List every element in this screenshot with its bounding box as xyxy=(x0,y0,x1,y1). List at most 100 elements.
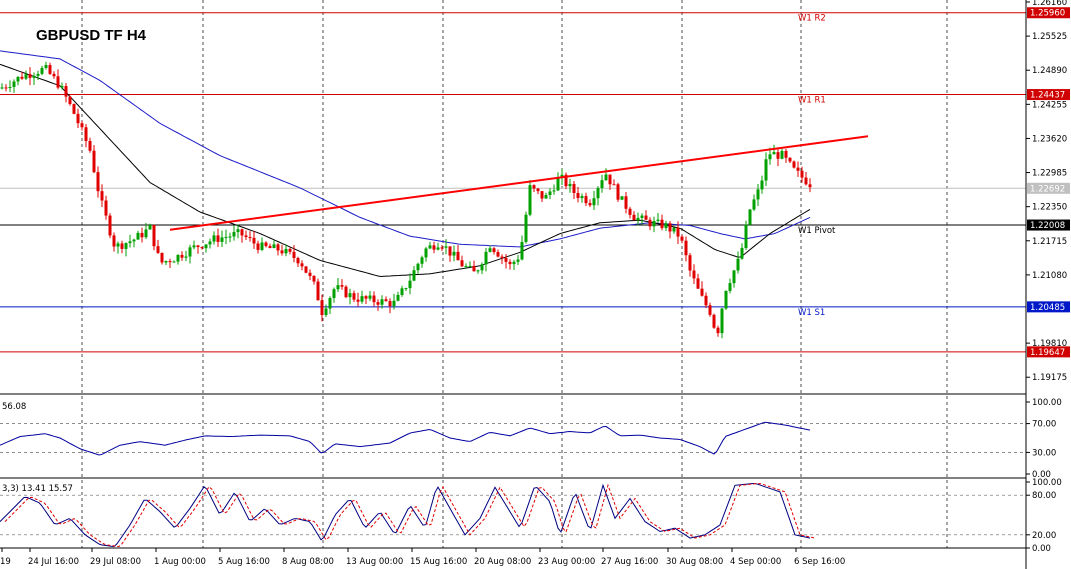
candle-body-45 xyxy=(180,254,184,258)
candle-body-126 xyxy=(504,258,508,262)
candle-body-152 xyxy=(608,174,612,185)
candle-body-200 xyxy=(800,170,804,178)
candle-body-129 xyxy=(516,259,520,262)
candle-body-164 xyxy=(656,219,660,222)
candle-body-44 xyxy=(176,254,180,262)
candle-body-15 xyxy=(60,86,64,88)
candle-body-178 xyxy=(712,314,716,328)
rsi-tick-label-2: 30.00 xyxy=(1032,448,1056,458)
candle-body-68 xyxy=(272,244,276,249)
candle-body-25 xyxy=(100,191,104,201)
candle-body-36 xyxy=(144,229,148,238)
price-tick-label-4: 1.23620 xyxy=(1032,134,1067,144)
candle-body-189 xyxy=(756,189,760,200)
candle-body-106 xyxy=(424,248,428,258)
candle-body-71 xyxy=(284,248,288,254)
candle-body-109 xyxy=(436,247,440,250)
candle-body-188 xyxy=(752,199,756,210)
candle-body-186 xyxy=(744,224,748,249)
price-tick-label-6: 1.22350 xyxy=(1032,203,1067,213)
candle-body-29 xyxy=(116,243,120,247)
candle-body-169 xyxy=(676,227,680,237)
candle-body-40 xyxy=(160,252,164,263)
candle-body-81 xyxy=(324,308,328,316)
candle-body-22 xyxy=(88,140,92,151)
stoch-value-label: 3,3) 13.41 15.57 xyxy=(2,484,73,494)
candle-body-4 xyxy=(16,76,20,82)
price-tick-label-7: 1.21715 xyxy=(1032,237,1067,247)
candle-body-160 xyxy=(640,215,644,218)
candle-body-61 xyxy=(244,235,248,238)
candle-body-48 xyxy=(192,245,196,248)
candle-body-77 xyxy=(308,272,312,276)
candle-body-104 xyxy=(416,263,420,271)
rsi-tick-label-1: 70.00 xyxy=(1032,420,1056,430)
candle-body-27 xyxy=(108,215,112,236)
candle-body-59 xyxy=(236,229,240,233)
candle-body-16 xyxy=(64,86,68,97)
candle-body-64 xyxy=(256,243,260,250)
candle-body-131 xyxy=(524,214,528,242)
candle-body-179 xyxy=(716,327,720,334)
time-label-10: 27 Aug 16:00 xyxy=(601,557,658,567)
candle-body-75 xyxy=(300,263,304,267)
candle-body-182 xyxy=(728,283,732,291)
candle-body-143 xyxy=(572,183,576,193)
candle-body-132 xyxy=(528,185,532,215)
candle-body-184 xyxy=(736,258,740,271)
candle-body-107 xyxy=(428,245,432,249)
time-label-2: 29 Jul 08:00 xyxy=(90,557,141,567)
candle-body-24 xyxy=(96,172,100,192)
candle-body-85 xyxy=(340,285,344,287)
time-label-1: 24 Jul 16:00 xyxy=(28,557,79,567)
level-price-box-4 xyxy=(1027,346,1070,358)
candle-body-32 xyxy=(128,241,132,244)
candle-body-127 xyxy=(508,261,512,265)
candle-body-53 xyxy=(212,235,216,242)
level-price-box-1 xyxy=(1027,89,1070,101)
candle-body-142 xyxy=(568,183,572,187)
candle-body-93 xyxy=(372,295,376,303)
candle-body-121 xyxy=(484,251,488,265)
time-label-8: 20 Aug 08:00 xyxy=(474,557,531,567)
candle-body-137 xyxy=(548,191,552,196)
price-tick-label-2: 1.24890 xyxy=(1032,66,1067,76)
time-label-9: 23 Aug 00:00 xyxy=(538,557,595,567)
time-label-4: 5 Aug 16:00 xyxy=(218,557,270,567)
stoch-tick-label-3: 0.00 xyxy=(1032,544,1051,554)
candle-body-91 xyxy=(364,296,368,299)
candle-body-88 xyxy=(352,293,356,300)
candle-body-34 xyxy=(136,232,140,240)
candle-body-74 xyxy=(296,257,300,264)
candle-body-41 xyxy=(164,261,168,263)
candle-body-35 xyxy=(140,232,144,238)
candle-body-6 xyxy=(24,74,28,79)
candle-body-52 xyxy=(208,241,212,245)
candle-body-166 xyxy=(664,223,668,229)
candle-body-51 xyxy=(204,244,208,249)
candle-body-128 xyxy=(512,261,516,265)
candle-body-72 xyxy=(288,248,292,252)
candle-body-145 xyxy=(580,196,584,199)
level-name-0: W1 R2 xyxy=(798,14,826,24)
candle-body-12 xyxy=(48,65,52,74)
candle-body-102 xyxy=(408,280,412,289)
candle-body-3 xyxy=(12,81,16,87)
candle-body-66 xyxy=(264,242,268,247)
candle-body-108 xyxy=(432,245,436,250)
price-tick-label-10: 1.19175 xyxy=(1032,373,1067,383)
level-price-label-0: 1.25960 xyxy=(1030,9,1065,19)
candle-body-63 xyxy=(252,237,256,244)
price-tick-label-9: 1.19810 xyxy=(1032,339,1067,349)
time-label-6: 13 Aug 00:00 xyxy=(346,557,403,567)
level-price-box-0 xyxy=(1027,7,1070,19)
candle-body-197 xyxy=(788,157,792,162)
candle-body-14 xyxy=(56,76,60,88)
price-tick-label-1: 1.25525 xyxy=(1032,32,1067,42)
candle-body-192 xyxy=(768,154,772,160)
candle-body-191 xyxy=(764,159,768,181)
candle-body-122 xyxy=(488,248,492,252)
candle-body-97 xyxy=(388,301,392,307)
